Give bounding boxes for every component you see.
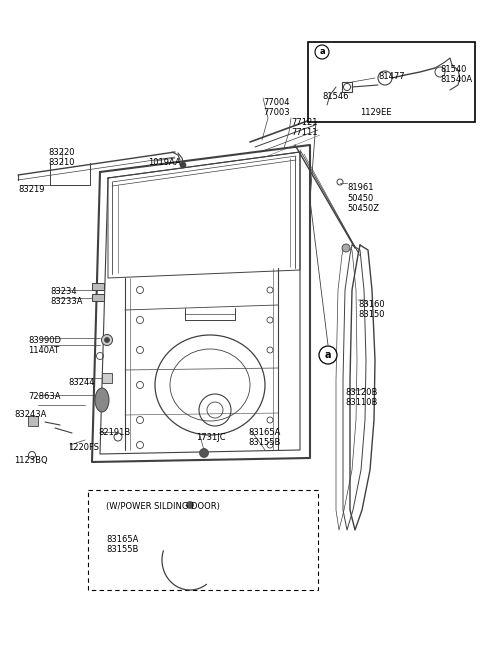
Text: 81477: 81477 xyxy=(378,72,405,81)
Circle shape xyxy=(187,501,193,508)
Ellipse shape xyxy=(95,388,109,412)
Text: 81540
81540A: 81540 81540A xyxy=(440,65,472,85)
FancyBboxPatch shape xyxy=(28,416,38,426)
Circle shape xyxy=(315,45,329,59)
Text: 81961: 81961 xyxy=(347,183,373,192)
Text: 83244: 83244 xyxy=(68,378,95,387)
Text: 83220
83210: 83220 83210 xyxy=(49,148,75,167)
FancyBboxPatch shape xyxy=(92,294,104,301)
Circle shape xyxy=(200,449,208,457)
Circle shape xyxy=(105,337,109,342)
Text: 83990D
1140AT: 83990D 1140AT xyxy=(28,336,61,356)
Text: (W/POWER SILDING DOOR): (W/POWER SILDING DOOR) xyxy=(106,502,220,511)
Circle shape xyxy=(180,162,186,168)
Text: 1129EE: 1129EE xyxy=(360,108,392,117)
Text: a: a xyxy=(319,47,325,56)
Text: 77121
77111: 77121 77111 xyxy=(291,118,317,137)
Circle shape xyxy=(319,346,337,364)
Text: 81546: 81546 xyxy=(322,92,348,101)
Circle shape xyxy=(101,335,112,346)
Circle shape xyxy=(342,244,350,252)
Text: 1731JC: 1731JC xyxy=(196,433,226,442)
Text: 83120B
83110B: 83120B 83110B xyxy=(345,388,377,407)
Text: 83165A
83155B: 83165A 83155B xyxy=(248,428,280,447)
Text: 72863A: 72863A xyxy=(28,392,60,401)
Text: 83243A: 83243A xyxy=(14,410,47,419)
Text: 1019AA: 1019AA xyxy=(148,158,181,167)
Text: 83160
83150: 83160 83150 xyxy=(358,300,384,319)
FancyBboxPatch shape xyxy=(92,283,104,290)
Text: 83219: 83219 xyxy=(18,185,45,194)
Text: 1123BQ: 1123BQ xyxy=(14,456,48,465)
Text: 83165A
83155B: 83165A 83155B xyxy=(106,535,138,554)
Text: 77004
77003: 77004 77003 xyxy=(263,98,289,117)
Text: 1220FS: 1220FS xyxy=(68,443,99,452)
Text: a: a xyxy=(325,350,331,360)
Text: 82191B: 82191B xyxy=(98,428,130,437)
FancyBboxPatch shape xyxy=(308,42,475,122)
FancyBboxPatch shape xyxy=(102,373,112,383)
Text: 50450
50450Z: 50450 50450Z xyxy=(347,194,379,213)
Text: 83234
83233A: 83234 83233A xyxy=(50,287,83,306)
